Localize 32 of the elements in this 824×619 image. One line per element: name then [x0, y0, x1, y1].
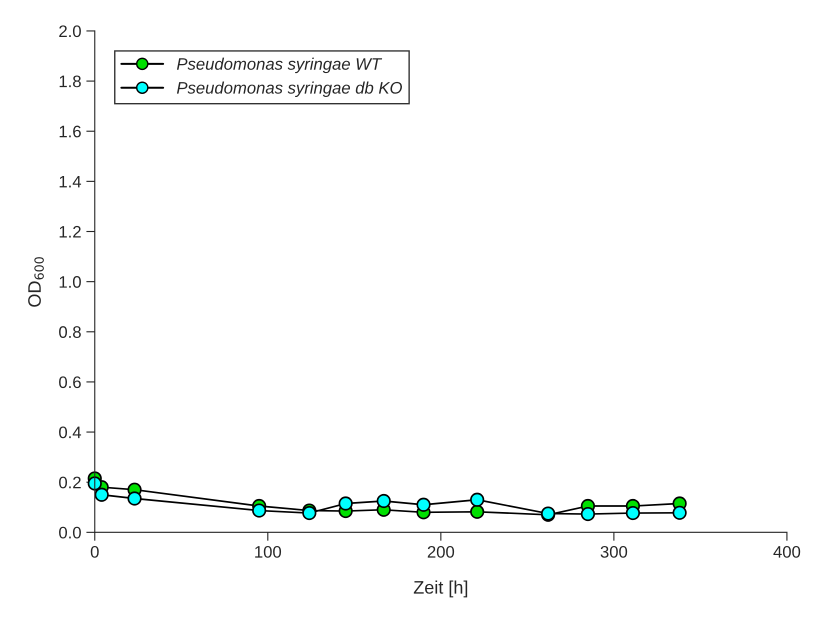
y-tick-label: 1.0 [60, 276, 81, 288]
y-tick-label: 1.4 [60, 176, 82, 188]
x-tick-label: 400 [773, 546, 800, 558]
point [127, 491, 142, 506]
point [470, 504, 484, 519]
point [338, 496, 353, 511]
point [416, 498, 431, 512]
point [672, 506, 687, 520]
point [376, 494, 391, 508]
y-tick-label: 0.6 [59, 376, 81, 388]
y-tick-label: 0.8 [59, 326, 81, 338]
x-tick-label: 0 [90, 546, 99, 558]
y-axis-title: OD$_{600}$ [28, 257, 44, 307]
legend-label: Pseudomonas syringae db KO [176, 81, 402, 98]
y-tick-label: 1.8 [60, 75, 81, 88]
x-axis-title: Zeit [h] [414, 580, 468, 598]
y-tick-label: 2.0 [59, 25, 81, 38]
x-tick-label: 200 [428, 546, 454, 558]
y-tick-label: 1.6 [60, 126, 81, 138]
y-tick-label: 1.2 [60, 226, 81, 238]
y-tick-label: 0.4 [59, 426, 82, 438]
legend-label: Pseudomonas syringae WT [176, 58, 382, 74]
x-tick-label: 100 [255, 546, 282, 558]
point [580, 506, 596, 522]
x-tick-label: 300 [600, 546, 628, 558]
point [252, 503, 266, 518]
point [302, 506, 316, 520]
point [626, 506, 640, 520]
y-tick-label: 0.0 [59, 526, 81, 539]
y-tick-label: 0.2 [59, 476, 81, 488]
point [470, 492, 484, 507]
point [94, 488, 109, 502]
